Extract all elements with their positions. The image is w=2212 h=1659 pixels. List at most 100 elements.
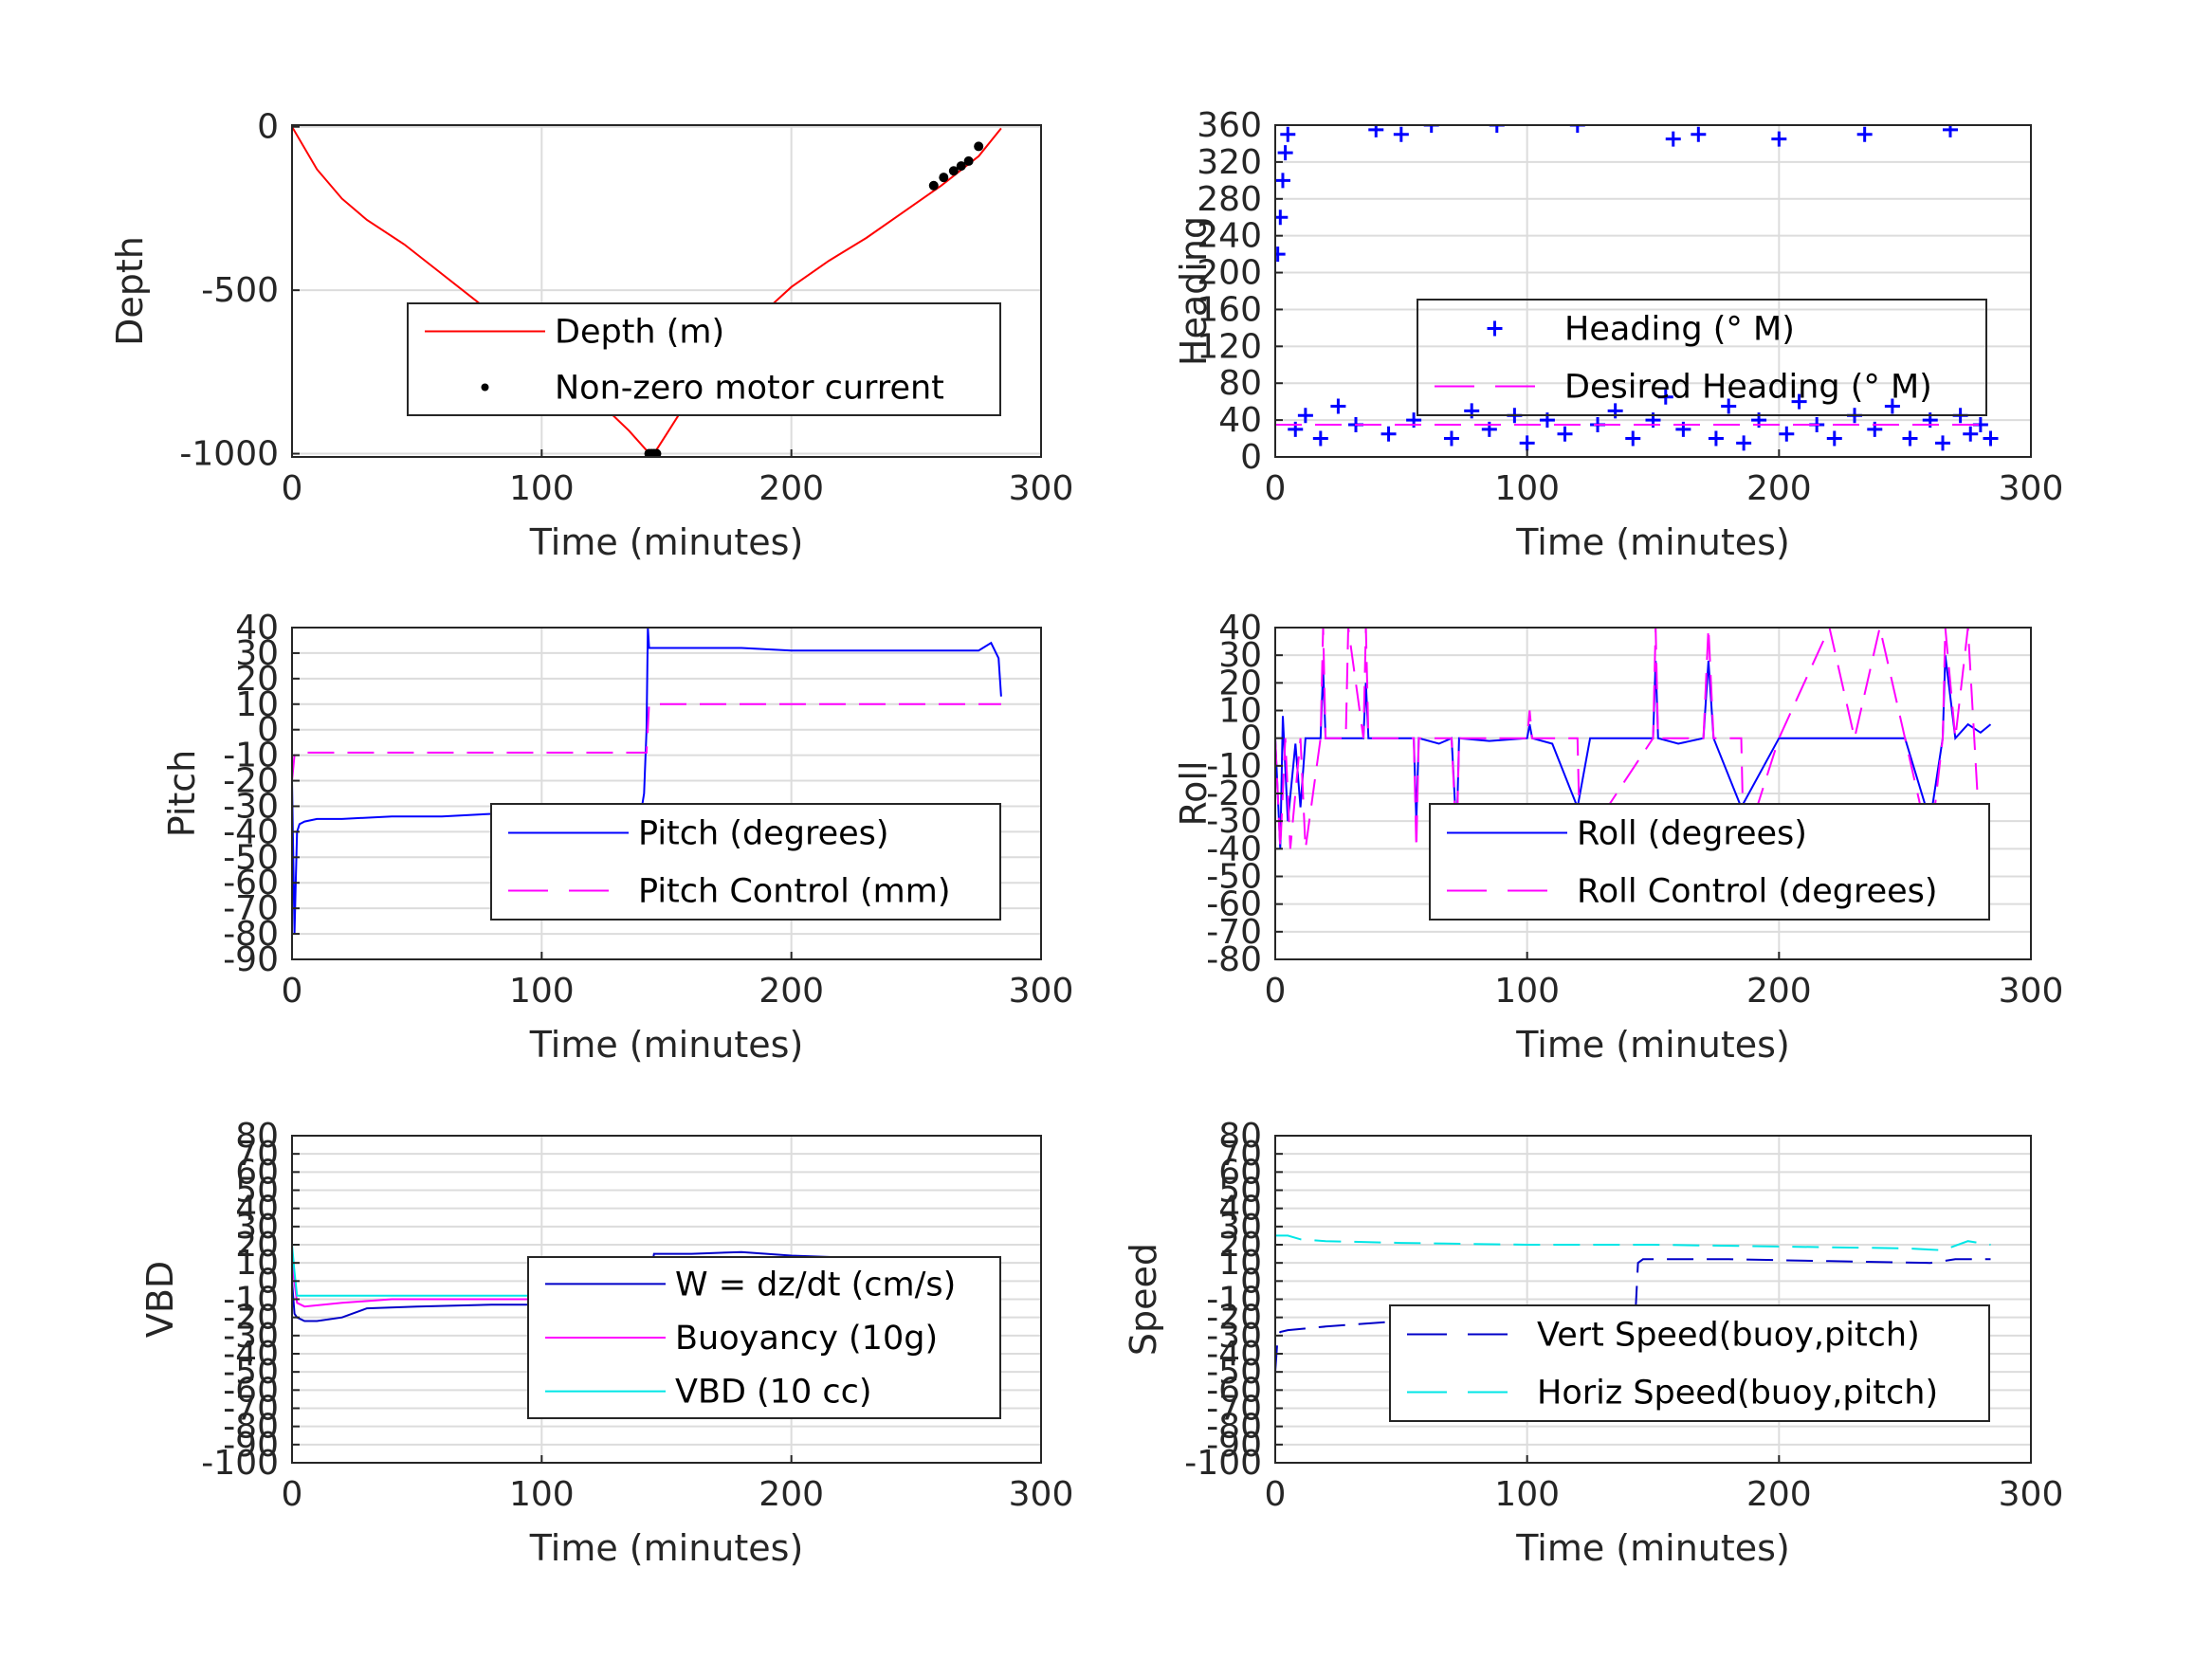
series-line-2 — [1275, 1234, 1991, 1251]
y-tick-label: 70 — [1218, 1135, 1262, 1174]
y-tick-label: 40 — [1218, 401, 1262, 440]
y-tick-label: -100 — [201, 1444, 279, 1483]
legend: Roll (degrees) Roll Control (degrees) — [1429, 803, 1990, 921]
data-point — [1330, 398, 1346, 414]
legend-label: Vert Speed(buoy,pitch) — [1537, 1317, 1920, 1355]
data-point — [1275, 210, 1289, 226]
x-tick-label: 0 — [1265, 469, 1287, 508]
axes-4: 0 100 200 300-80-70-60-50-40-30-20-10010203… — [1173, 609, 2063, 1066]
y-tick-label: -40 — [223, 812, 279, 851]
y-axis-label: Pitch — [161, 750, 203, 838]
y-tick-label: 60 — [235, 1153, 279, 1192]
y-tick-label: 30 — [235, 634, 279, 673]
y-axis-label: Speed — [1123, 1243, 1164, 1356]
y-tick-label: -20 — [1206, 1299, 1262, 1338]
x-tick-label: 100 — [509, 1475, 575, 1514]
y-tick-label: -60 — [1206, 885, 1262, 924]
x-tick-label: 300 — [1009, 972, 1074, 1011]
plot-area — [292, 126, 1002, 457]
x-tick-label: 300 — [1999, 469, 2064, 508]
data-point — [1423, 125, 1439, 133]
data-point — [1393, 126, 1409, 142]
y-tick-label: 20 — [1218, 664, 1262, 702]
y-tick-label: -40 — [223, 1335, 279, 1374]
data-point — [1779, 426, 1795, 442]
y-tick-label: -40 — [1206, 1335, 1262, 1374]
y-tick-label: -50 — [223, 838, 279, 877]
y-tick-label: 20 — [235, 660, 279, 699]
y-tick-label: 320 — [1197, 143, 1262, 182]
data-point — [1708, 430, 1724, 447]
x-tick-label: 100 — [1494, 972, 1560, 1011]
data-point — [956, 161, 966, 172]
y-tick-label: -10 — [223, 737, 279, 775]
x-tick-label: 200 — [759, 469, 824, 508]
data-point — [1791, 393, 1807, 410]
x-tick-label: 300 — [1999, 1475, 2064, 1514]
axes-2: 0 100 200 30004080120160200240280320360Time… — [1173, 106, 2063, 563]
legend: Heading (° M) Desired Heading (° M) — [1417, 299, 1987, 416]
y-tick-label: 10 — [235, 1244, 279, 1283]
data-point — [1625, 430, 1641, 447]
plot-area — [1275, 125, 1999, 451]
y-tick-label: -10 — [1206, 1281, 1262, 1320]
y-axis-label: Heading — [1173, 216, 1215, 366]
legend-box — [1429, 803, 1990, 921]
data-point — [1935, 435, 1951, 451]
y-axis-label: Roll — [1173, 760, 1215, 826]
axes-5: 0 100 200 300-100-90-80-70-60-50-40-30-20-1… — [139, 1117, 1073, 1569]
y-tick-label: -100 — [1184, 1444, 1262, 1483]
data-point — [1826, 430, 1842, 447]
legend: Depth (m) Non-zero motor current — [407, 302, 1001, 416]
y-tick-label: 160 — [1197, 290, 1262, 329]
plot-area — [1275, 628, 1992, 852]
y-tick-label: -70 — [1206, 913, 1262, 952]
legend-label: VBD (10 cc) — [675, 1374, 872, 1412]
y-axis-label: Depth — [109, 236, 151, 346]
y-tick-label: -30 — [1206, 1317, 1262, 1356]
y-tick-label: -60 — [1206, 1371, 1262, 1410]
data-point — [1275, 173, 1290, 189]
data-point — [1277, 145, 1293, 161]
y-tick-label: -10 — [1206, 747, 1262, 786]
x-tick-label: 0 — [282, 1475, 303, 1514]
y-tick-label: -40 — [1206, 830, 1262, 868]
data-point — [1569, 125, 1585, 133]
legend-label: Desired Heading (° M) — [1564, 369, 1932, 407]
series-line-2 — [292, 702, 1001, 781]
y-tick-label: 360 — [1197, 106, 1262, 145]
y-tick-label: -10 — [223, 1281, 279, 1320]
y-tick-label: 0 — [1240, 438, 1262, 477]
y-tick-label: -1000 — [179, 435, 279, 474]
x-axis-label: Time (minutes) — [1515, 1024, 1790, 1066]
y-tick-label: 0 — [257, 1262, 279, 1301]
y-tick-label: 40 — [235, 609, 279, 647]
axes-3: 0 100 200 300-90-80-70-60-50-40-30-20-10010… — [161, 609, 1073, 1066]
x-tick-label: 100 — [509, 469, 575, 508]
data-point — [963, 155, 974, 166]
x-tick-label: 0 — [1265, 1475, 1287, 1514]
y-tick-label: -60 — [223, 864, 279, 902]
x-axis-label: Time (minutes) — [529, 1024, 804, 1066]
x-tick-label: 0 — [282, 972, 303, 1011]
data-point — [1489, 125, 1505, 133]
y-tick-label: -50 — [223, 1353, 279, 1392]
y-tick-label: -90 — [223, 940, 279, 979]
y-tick-label: -60 — [223, 1371, 279, 1410]
legend: Vert Speed(buoy,pitch) Horiz Speed(buoy,p… — [1389, 1304, 1990, 1422]
x-tick-label: 200 — [759, 972, 824, 1011]
data-point — [651, 448, 662, 457]
data-point — [948, 166, 959, 176]
legend-label: Roll Control (degrees) — [1577, 873, 1938, 911]
legend-label: Pitch Control (mm) — [638, 873, 950, 911]
x-tick-label: 200 — [1746, 972, 1812, 1011]
legend-box — [490, 803, 1001, 921]
x-tick-label: 100 — [509, 972, 575, 1011]
y-tick-label: -30 — [223, 787, 279, 826]
data-point — [1721, 398, 1737, 414]
data-point — [939, 173, 949, 183]
data-point — [1736, 435, 1752, 451]
y-tick-label: -20 — [1206, 775, 1262, 813]
data-point — [1280, 126, 1296, 142]
x-axis-label: Time (minutes) — [1515, 521, 1790, 563]
